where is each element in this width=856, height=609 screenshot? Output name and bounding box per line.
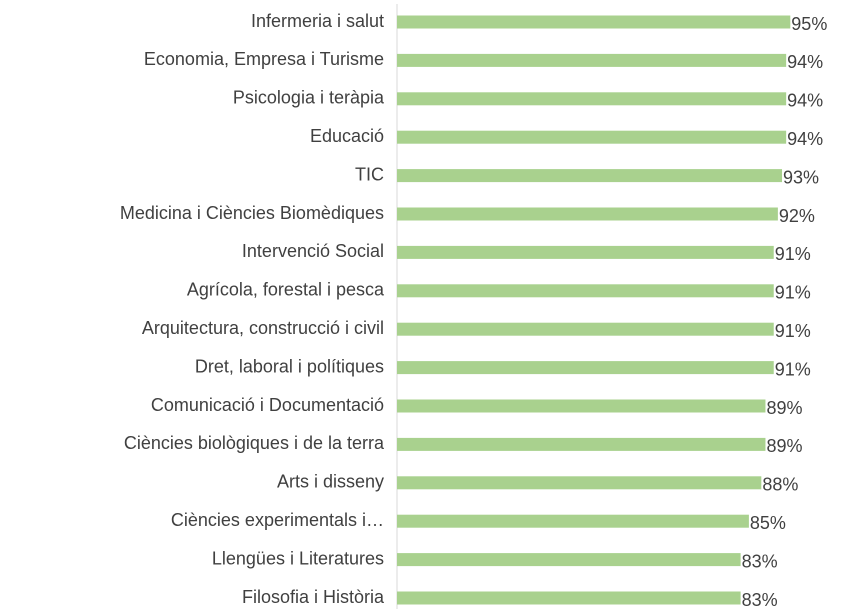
value-label: 93% — [783, 167, 819, 187]
value-label: 91% — [775, 359, 811, 379]
bar — [397, 553, 741, 567]
category-label: Psicologia i teràpia — [233, 88, 385, 108]
category-label: Arquitectura, construcció i civil — [142, 318, 384, 338]
value-label: 83% — [742, 551, 778, 571]
category-label: Agrícola, forestal i pesca — [187, 280, 385, 300]
category-label: Intervenció Social — [242, 241, 384, 261]
bar — [397, 591, 741, 605]
category-label: Ciències experimentals i… — [171, 510, 384, 530]
value-label: 91% — [775, 321, 811, 341]
value-label: 94% — [787, 52, 823, 72]
category-label: Ciències biològiques i de la terra — [124, 433, 385, 453]
bar — [397, 169, 783, 183]
bar — [397, 130, 787, 144]
category-label: Llengües i Literatures — [212, 548, 384, 568]
value-label: 89% — [766, 436, 802, 456]
category-label: Filosofia i Història — [242, 587, 385, 607]
value-label: 94% — [787, 91, 823, 111]
category-label: TIC — [355, 164, 384, 184]
value-label: 83% — [742, 590, 778, 609]
bar — [397, 399, 766, 413]
value-label: 85% — [750, 513, 786, 533]
bar — [397, 476, 762, 490]
bar — [397, 437, 766, 451]
category-label: Comunicació i Documentació — [151, 395, 384, 415]
value-label: 89% — [766, 398, 802, 418]
value-label: 95% — [791, 14, 827, 34]
category-label: Arts i disseny — [277, 472, 384, 492]
value-label: 92% — [779, 206, 815, 226]
category-label: Medicina i Ciències Biomèdiques — [120, 203, 384, 223]
bar — [397, 361, 774, 375]
value-label: 91% — [775, 244, 811, 264]
bar — [397, 284, 774, 298]
bar — [397, 53, 787, 67]
bar — [397, 245, 774, 259]
bar — [397, 207, 778, 221]
value-label: 94% — [787, 129, 823, 149]
bar — [397, 514, 749, 528]
category-label: Educació — [310, 126, 384, 146]
category-label: Economia, Empresa i Turisme — [144, 49, 384, 69]
bar — [397, 15, 791, 29]
category-label: Dret, laboral i polítiques — [195, 356, 384, 376]
bar — [397, 322, 774, 336]
value-label: 91% — [775, 283, 811, 303]
category-label: Infermeria i salut — [251, 11, 384, 31]
value-label: 88% — [762, 475, 798, 495]
bar — [397, 92, 787, 106]
